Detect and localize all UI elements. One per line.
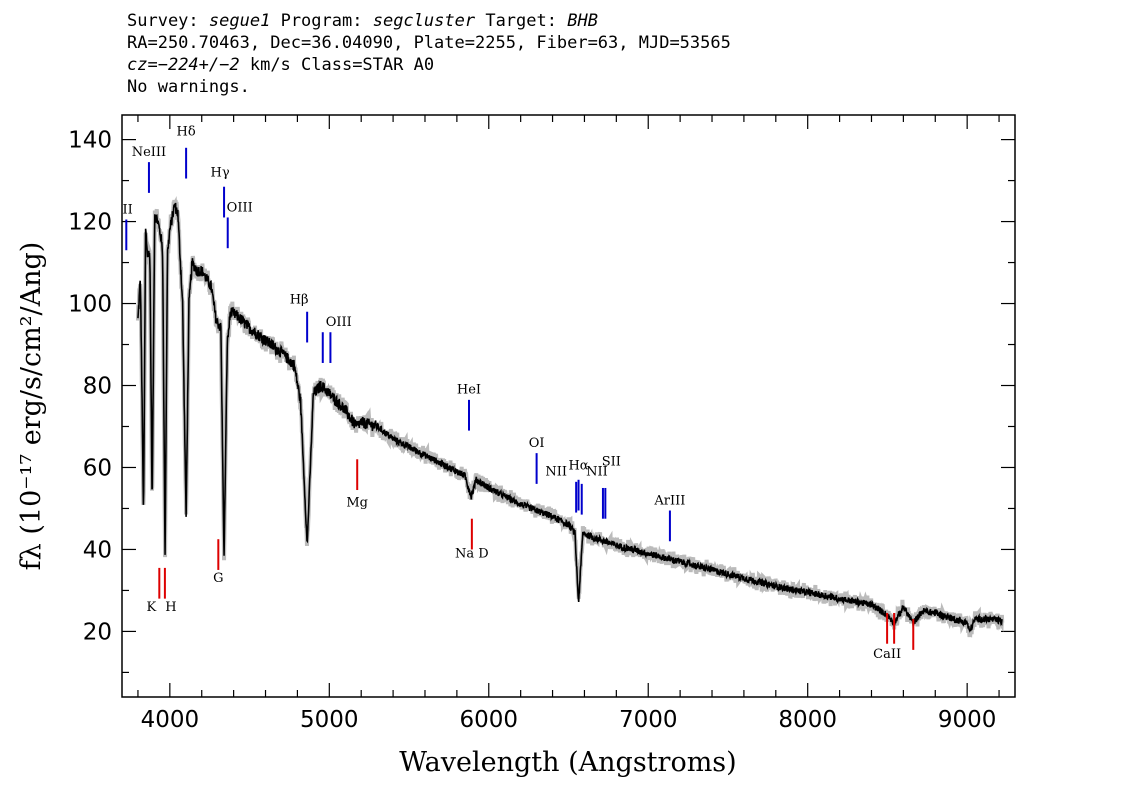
header-line-survey: Survey: segue1 Program: segcluster Targe… xyxy=(127,10,731,32)
cz-units-class: km/s Class=STAR A0 xyxy=(239,55,435,75)
axis-ticks xyxy=(122,115,1015,697)
absorption-line-label: Na D xyxy=(455,547,489,562)
emission-line-label: ArIII xyxy=(653,493,685,508)
x-tick-label: 4000 xyxy=(141,707,200,733)
emission-line-label: NeIII xyxy=(132,145,166,160)
emission-line-label: Hα xyxy=(568,459,588,474)
absorption-line-label: Mg xyxy=(346,495,368,510)
plot-frame xyxy=(121,114,1016,698)
target-label: Target: xyxy=(485,11,557,31)
emission-line-label: OIII xyxy=(326,315,352,330)
y-tick-label: 20 xyxy=(83,619,112,645)
x-tick-label: 8000 xyxy=(778,707,837,733)
emission-line-label: SII xyxy=(602,454,621,469)
line-markers xyxy=(125,147,915,650)
y-tick-label: 120 xyxy=(68,210,112,236)
emission-line-label: HeI xyxy=(457,383,481,398)
emission-line-label: Hβ xyxy=(290,293,309,308)
emission-line-label: Hγ xyxy=(211,165,230,180)
absorption-line-label: CaII xyxy=(873,647,901,662)
program-value: segcluster xyxy=(372,11,476,31)
y-tick-label: 60 xyxy=(83,455,112,481)
header-line-warnings: No warnings. xyxy=(127,77,250,97)
absorption-line-label: K xyxy=(146,600,156,615)
x-tick-label: 6000 xyxy=(459,707,518,733)
y-tick-label: 80 xyxy=(83,374,112,400)
x-tick-label: 5000 xyxy=(300,707,359,733)
x-tick-label: 9000 xyxy=(938,707,997,733)
absorption-line-label: H xyxy=(165,600,176,615)
cz-label: cz= xyxy=(127,55,158,75)
y-tick-label: 140 xyxy=(68,128,112,154)
cz-value: −224+/−2 xyxy=(157,55,240,75)
axis-tick-labels: 4000 5000 6000 7000 8000 9000 20 40 60 80 100 120 14… xyxy=(68,128,996,733)
target-value: BHB xyxy=(567,11,598,31)
x-tick-label: 7000 xyxy=(619,707,678,733)
header-line-redshift: cz=−224+/−2 km/s Class=STAR A0 xyxy=(127,54,731,76)
program-label: Program: xyxy=(280,11,363,31)
emission-line-label: OIII xyxy=(227,200,253,215)
emission-line-label: Hδ xyxy=(177,124,196,139)
spectrum-header: Survey: segue1 Program: segcluster Targe… xyxy=(127,10,731,98)
y-axis-title: fλ (10⁻¹⁷ erg/s/cm²/Ang) xyxy=(16,242,47,571)
y-tick-label: 100 xyxy=(68,292,112,318)
emission-line-label: NII xyxy=(586,465,608,480)
spectrum-error-band xyxy=(135,195,1005,638)
spectrum-line xyxy=(137,202,1003,633)
survey-label: Survey: xyxy=(127,11,199,31)
header-line-coordinates: RA=250.70463, Dec=36.04090, Plate=2255, … xyxy=(127,33,731,53)
emission-line-label: OII xyxy=(112,202,133,217)
y-tick-label: 40 xyxy=(83,537,112,563)
x-axis-title: Wavelength (Angstroms) xyxy=(399,747,736,778)
survey-value: segue1 xyxy=(208,11,271,31)
emission-line-label: NII xyxy=(545,465,567,480)
absorption-line-label: G xyxy=(213,571,223,586)
emission-line-label: OI xyxy=(529,436,545,451)
